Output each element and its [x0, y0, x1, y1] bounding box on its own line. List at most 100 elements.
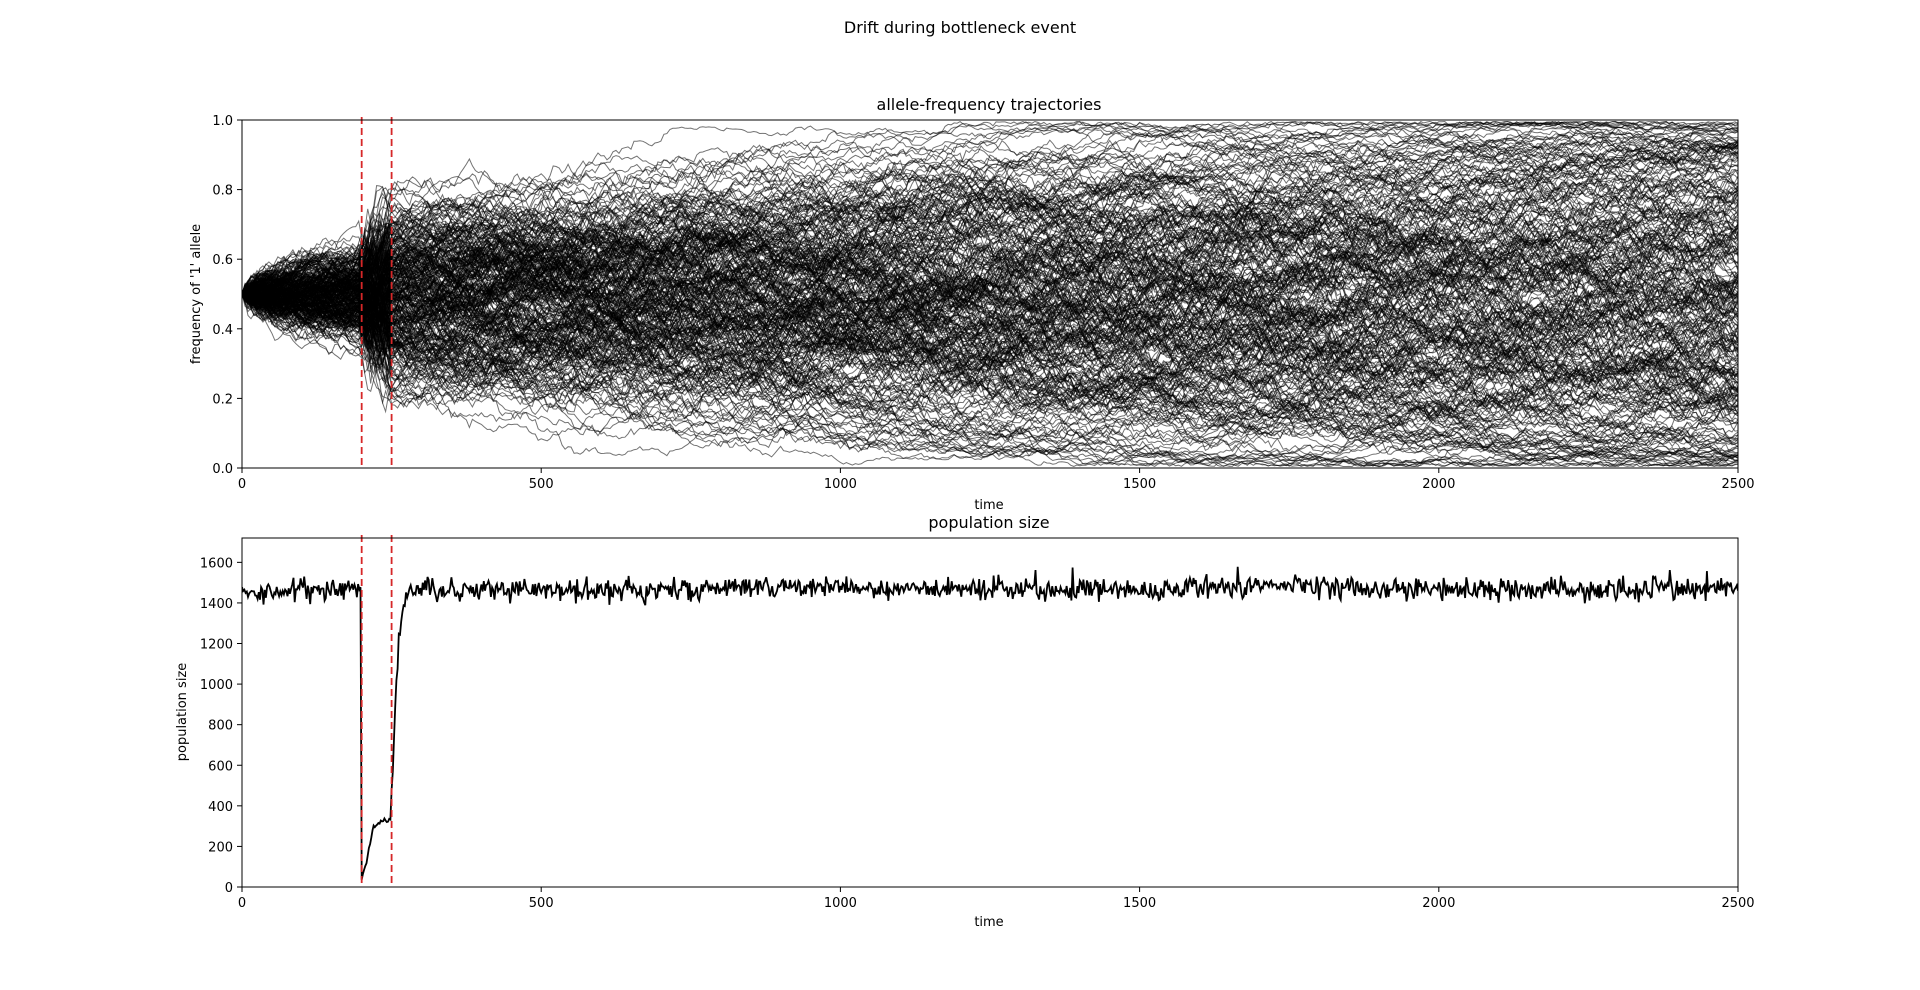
trajectory-line — [242, 232, 1738, 363]
x-tick-label: 1500 — [1123, 477, 1156, 492]
top-panel-title: allele-frequency trajectories — [877, 95, 1102, 114]
trajectory-line — [242, 235, 1738, 344]
trajectory-line — [242, 120, 1738, 310]
trajectory-line — [242, 259, 1738, 404]
trajectory-line — [242, 211, 1738, 362]
trajectory-line — [242, 134, 1738, 296]
trajectory-line — [242, 265, 1738, 421]
bottom-y-axis-label: population size — [175, 663, 190, 762]
top-x-axis-ticks: 0 500 1000 1500 2000 2500 — [238, 468, 1755, 492]
population-size-series — [242, 566, 1738, 880]
trajectory-line — [242, 121, 1738, 318]
y-tick-label: 1600 — [200, 556, 233, 571]
trajectory-line — [242, 121, 1738, 297]
trajectory-line — [242, 182, 1738, 340]
trajectory-line — [242, 219, 1738, 417]
population-size-panel: population size 0 500 1000 1500 2000 2500 0 20… — [175, 513, 1755, 930]
bottom-plot-frame — [241, 537, 1739, 888]
trajectory-line — [242, 148, 1738, 299]
x-tick-label: 2000 — [1422, 896, 1455, 911]
trajectory-line — [242, 120, 1738, 309]
top-x-axis-label: time — [974, 498, 1003, 513]
trajectory-line — [242, 139, 1738, 305]
trajectory-line — [242, 120, 1738, 295]
trajectory-line — [242, 133, 1738, 361]
trajectory-line — [242, 286, 1738, 406]
trajectory-line — [242, 282, 1738, 432]
y-tick-label: 0.4 — [212, 323, 233, 338]
x-tick-label: 500 — [529, 477, 554, 492]
trajectory-line — [242, 222, 1738, 446]
y-tick-label: 0.8 — [212, 184, 233, 199]
trajectory-line — [242, 193, 1738, 299]
trajectory-line — [242, 293, 1738, 405]
trajectory-line — [242, 187, 1738, 413]
bottom-panel-title: population size — [928, 513, 1049, 532]
trajectory-line — [242, 181, 1738, 336]
trajectory-line — [242, 157, 1738, 319]
trajectory-line — [242, 279, 1738, 442]
trajectory-line — [242, 272, 1738, 465]
x-tick-label: 0 — [238, 477, 246, 492]
trajectory-line — [242, 290, 1738, 405]
trajectory-line — [242, 223, 1738, 329]
bottom-x-axis-ticks: 0 500 1000 1500 2000 2500 — [238, 887, 1755, 911]
trajectory-line — [242, 280, 1738, 453]
bottom-y-axis-ticks: 0 200 400 600 800 1000 1200 1400 1600 — [200, 556, 242, 896]
x-tick-label: 0 — [238, 896, 246, 911]
trajectory-line — [242, 262, 1738, 385]
y-tick-label: 0.2 — [212, 392, 233, 407]
x-tick-label: 500 — [529, 896, 554, 911]
trajectory-line — [242, 286, 1738, 458]
y-tick-label: 1400 — [200, 597, 233, 612]
trajectory-line — [242, 242, 1738, 425]
bottom-x-axis-label: time — [974, 915, 1003, 930]
y-tick-label: 0.6 — [212, 253, 233, 268]
x-tick-label: 2500 — [1721, 896, 1754, 911]
y-tick-label: 1.0 — [212, 114, 233, 129]
y-tick-label: 1000 — [200, 678, 233, 693]
trajectory-line — [242, 208, 1738, 335]
bottom-bottleneck-markers — [360, 535, 393, 887]
trajectory-line — [242, 293, 1738, 455]
top-y-axis-ticks: 0.0 0.2 0.4 0.6 0.8 1.0 — [212, 114, 242, 477]
x-tick-label: 1500 — [1123, 896, 1156, 911]
trajectory-lines — [242, 120, 1738, 468]
y-tick-label: 1200 — [200, 638, 233, 653]
trajectory-line — [242, 257, 1738, 438]
y-tick-label: 800 — [208, 719, 233, 734]
top-bottleneck-markers — [360, 117, 393, 468]
trajectory-line — [242, 225, 1738, 376]
trajectory-line — [242, 290, 1738, 441]
y-tick-label: 600 — [208, 759, 233, 774]
trajectory-line — [242, 210, 1738, 339]
trajectory-line — [242, 272, 1738, 395]
trajectory-line — [242, 186, 1738, 295]
population-size-line — [242, 566, 1738, 880]
allele-frequency-panel: allele-frequency trajectories 0 500 1000 15… — [189, 95, 1755, 513]
x-tick-label: 2000 — [1422, 477, 1455, 492]
y-tick-label: 0 — [225, 881, 233, 896]
trajectory-line — [242, 291, 1738, 468]
top-plot-frame — [241, 119, 1739, 469]
trajectory-line — [242, 252, 1738, 385]
top-y-axis-label: frequency of '1' allele — [189, 224, 204, 364]
trajectory-line — [242, 120, 1738, 309]
figure-suptitle: Drift during bottleneck event — [844, 18, 1076, 37]
y-tick-label: 200 — [208, 840, 233, 855]
x-tick-label: 1000 — [824, 477, 857, 492]
trajectory-line — [242, 143, 1738, 381]
trajectory-line — [242, 121, 1738, 295]
trajectory-line — [242, 270, 1738, 415]
trajectory-line — [242, 273, 1738, 410]
y-tick-label: 0.0 — [212, 462, 233, 477]
trajectory-line — [242, 248, 1738, 348]
trajectory-line — [242, 277, 1738, 400]
trajectory-line — [242, 261, 1738, 467]
trajectory-line — [242, 142, 1738, 295]
trajectory-line — [242, 281, 1738, 461]
x-tick-label: 2500 — [1721, 477, 1754, 492]
trajectory-line — [242, 223, 1738, 395]
